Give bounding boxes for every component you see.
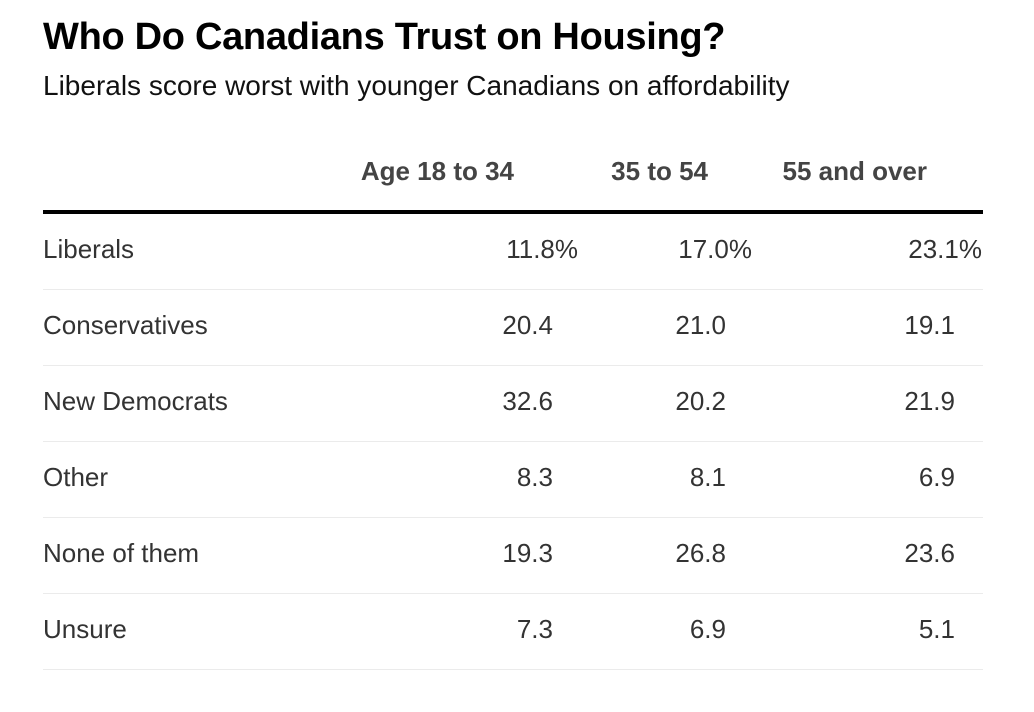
column-header-age-35-54: 35 to 54 — [611, 156, 708, 186]
chart-subtitle: Liberals score worst with younger Canadi… — [43, 70, 790, 101]
row-label: New Democrats — [43, 386, 228, 416]
table-cell: 19.3 — [502, 538, 553, 568]
column-header-age-18-34: Age 18 to 34 — [360, 156, 514, 186]
table-cell: 32.6 — [502, 386, 553, 416]
row-label: Liberals — [43, 234, 135, 264]
table-row: Other 8.3 8.1 6.9 — [43, 442, 983, 518]
table-body: Liberals 11.8% 17.0% 23.1% Conservatives… — [0, 214, 1034, 670]
table-row: None of them 19.3 26.8 23.6 — [43, 518, 983, 594]
row-label: None of them — [43, 538, 200, 568]
row-label: Other — [43, 462, 109, 492]
table-cell: 8.1 — [689, 462, 726, 492]
table-cell: 23.6 — [904, 538, 955, 568]
table-cell: 7.3 — [516, 614, 553, 644]
table-cell: 21.9 — [904, 386, 955, 416]
table-row: Liberals 11.8% 17.0% 23.1% — [43, 214, 983, 290]
table-cell: 17.0% — [678, 234, 752, 264]
table-cell: 23.1% — [908, 234, 982, 264]
table-cell: 5.1 — [918, 614, 955, 644]
table-cell: 20.4 — [502, 310, 553, 340]
table-cell: 8.3 — [516, 462, 553, 492]
row-label: Unsure — [43, 614, 127, 644]
table-row: New Democrats 32.6 20.2 21.9 — [43, 366, 983, 442]
row-label: Conservatives — [43, 310, 208, 340]
column-header-age-55-over: 55 and over — [782, 156, 927, 186]
header-divider — [43, 210, 983, 214]
table-cell: 20.2 — [675, 386, 726, 416]
table-row: Conservatives 20.4 21.0 19.1 — [43, 290, 983, 366]
table-cell: 21.0 — [675, 310, 726, 340]
chart-title: Who Do Canadians Trust on Housing? — [43, 16, 726, 58]
table-cell: 6.9 — [689, 614, 726, 644]
table-row: Unsure 7.3 6.9 5.1 — [43, 594, 983, 670]
table-cell: 11.8% — [506, 234, 578, 264]
column-header-row: Age 18 to 34 35 to 54 55 and over — [0, 150, 1034, 194]
table-cell: 19.1 — [904, 310, 955, 340]
table-cell: 26.8 — [675, 538, 726, 568]
table-cell: 6.9 — [918, 462, 955, 492]
